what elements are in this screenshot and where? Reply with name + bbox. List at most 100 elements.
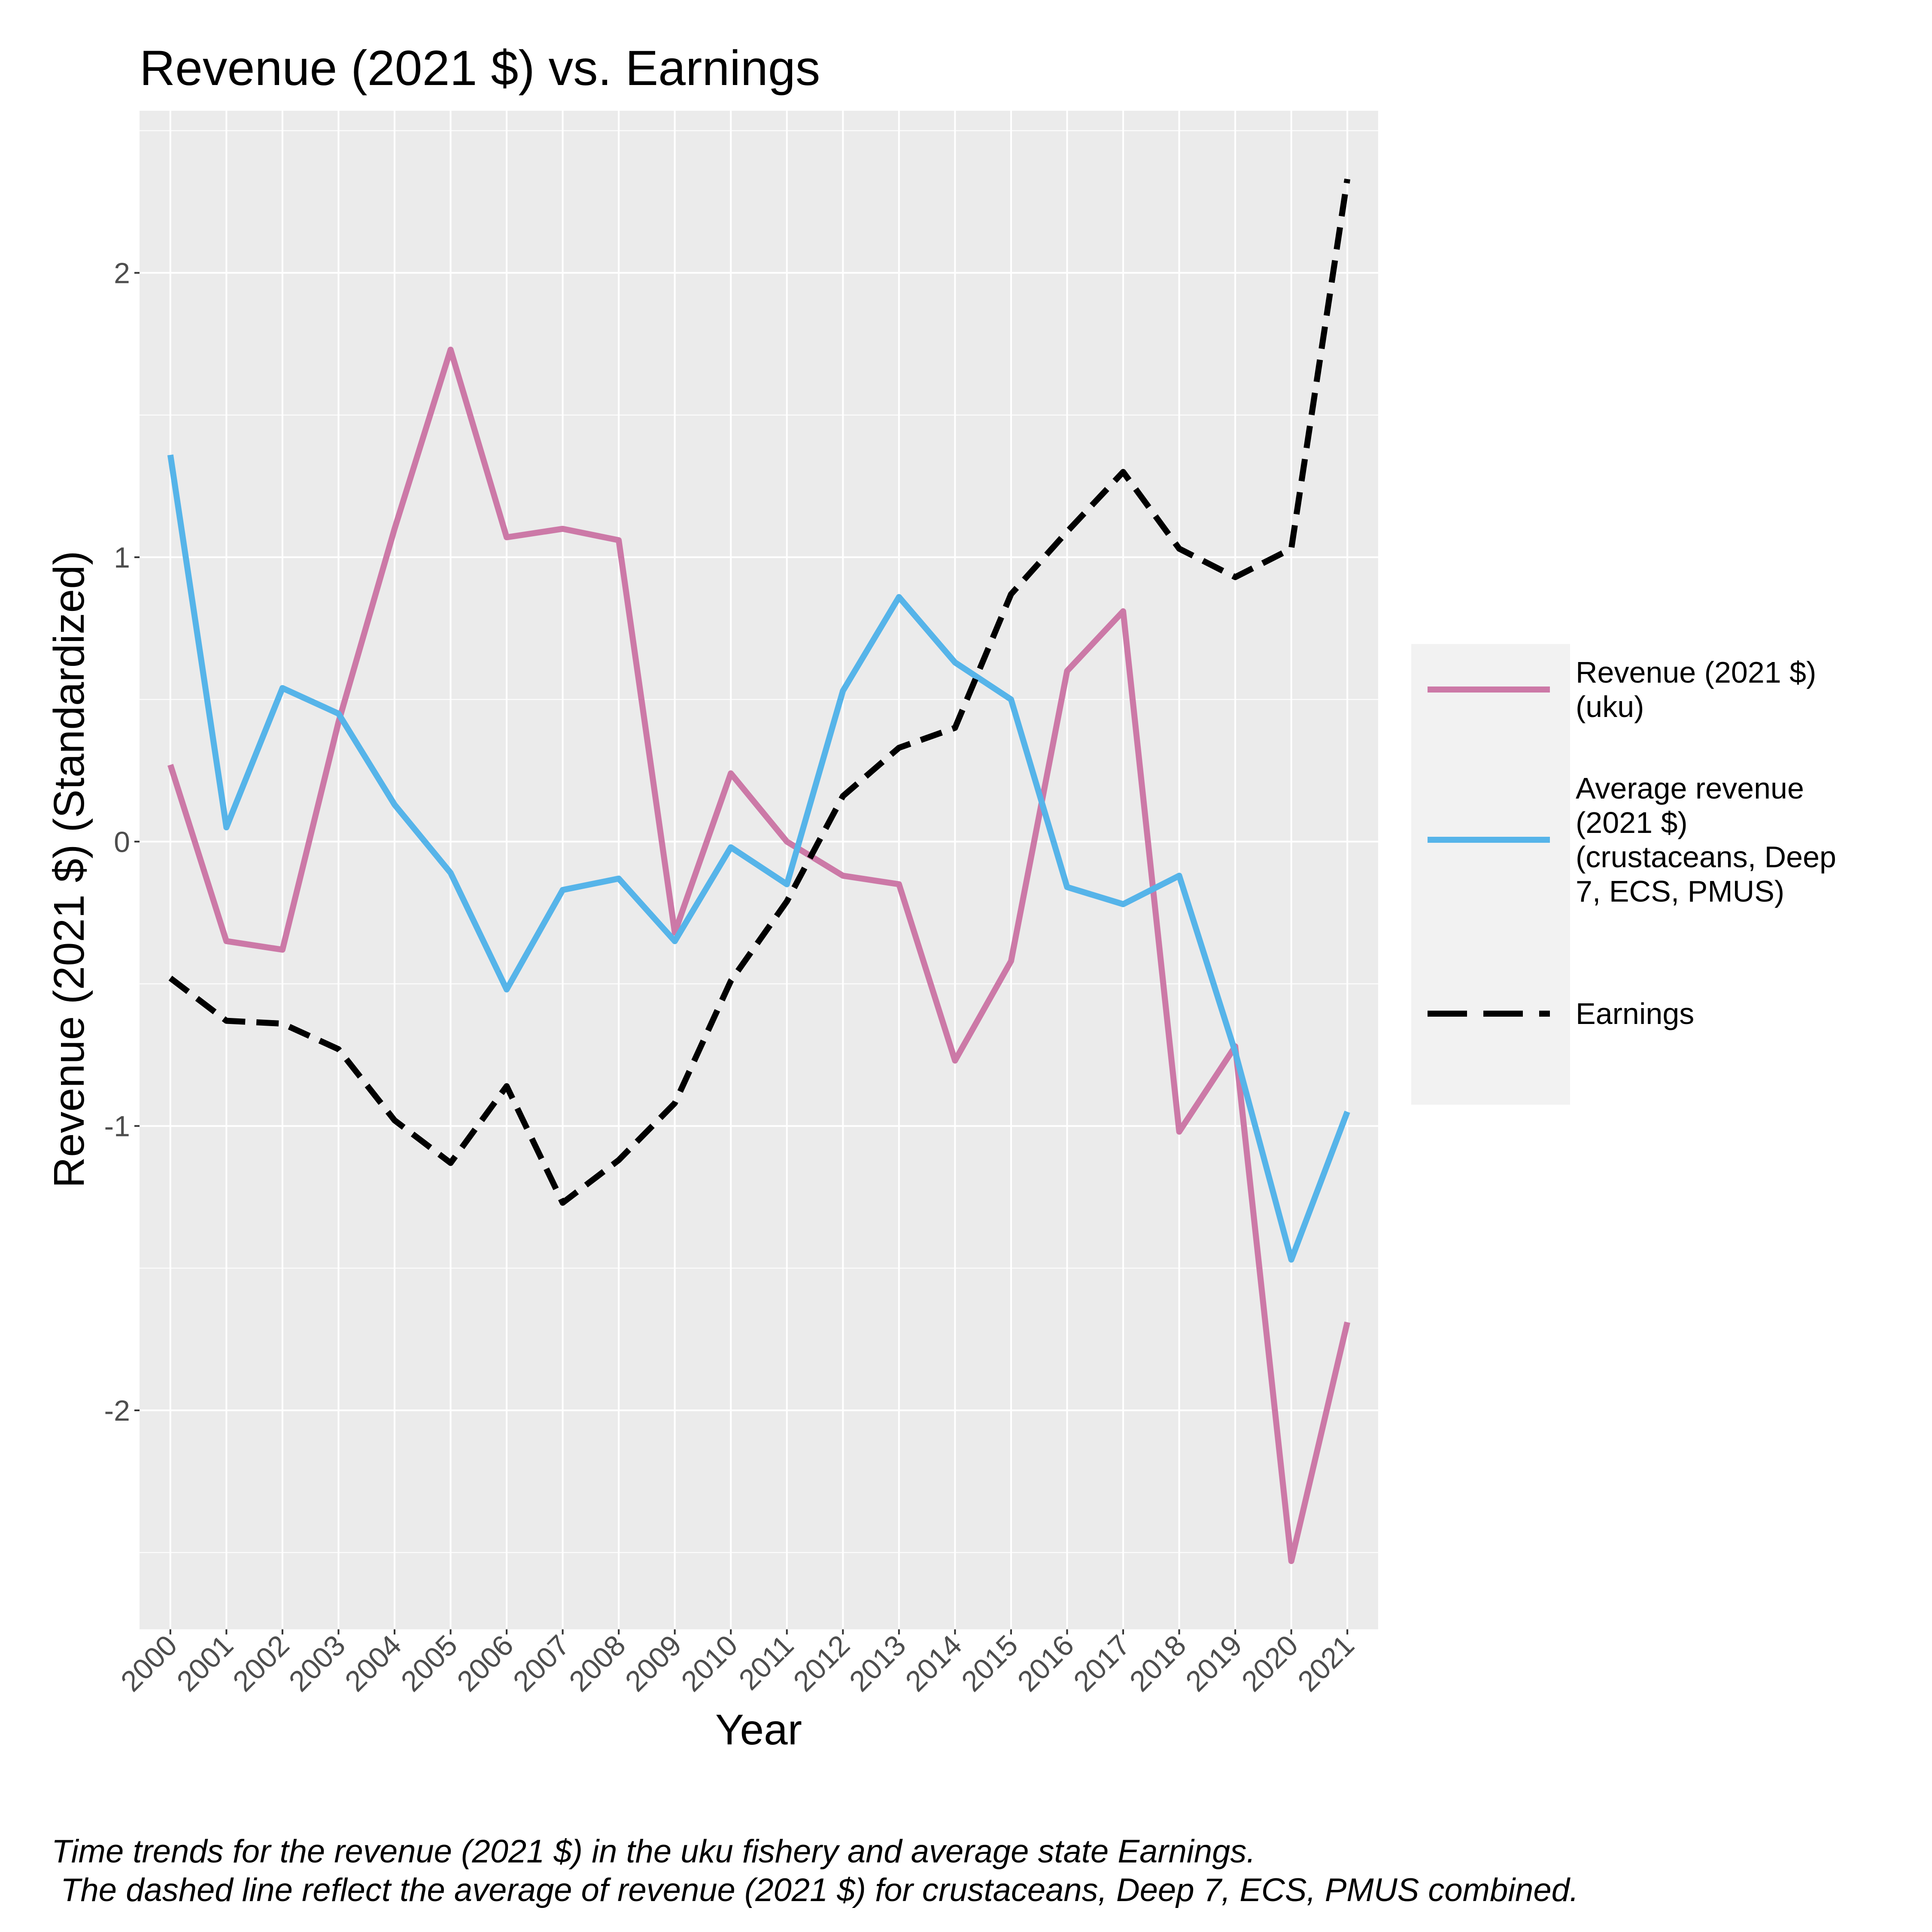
data-point <box>784 881 790 887</box>
data-point <box>167 452 173 458</box>
data-point <box>672 1100 678 1106</box>
data-point <box>952 725 958 731</box>
series-line-1 <box>167 346 1351 1564</box>
x-axis-title: Year <box>715 1706 802 1754</box>
x-tick-label: 2006 <box>451 1629 520 1698</box>
data-point <box>392 802 398 808</box>
data-point <box>784 838 790 844</box>
x-tick-label: 2016 <box>1011 1629 1080 1698</box>
data-point <box>1064 884 1070 890</box>
data-point <box>1344 176 1350 182</box>
data-point <box>448 870 454 876</box>
x-tick-label: 2001 <box>170 1629 240 1698</box>
data-point <box>1120 901 1126 907</box>
data-point <box>952 1057 958 1063</box>
x-tick-label: 2021 <box>1291 1629 1361 1698</box>
series-line-3 <box>168 178 1351 1206</box>
data-point <box>1344 1109 1350 1115</box>
y-axis-title: Revenue (2021 $) (Standardized) <box>45 551 93 1188</box>
caption-line-2: The dashed line reflect the average of r… <box>52 1872 1579 1908</box>
data-point <box>1176 1129 1182 1135</box>
x-tick-label: 2017 <box>1067 1629 1136 1698</box>
data-point <box>504 987 510 993</box>
data-point <box>223 938 229 944</box>
data-point <box>896 881 902 887</box>
data-point <box>560 526 566 532</box>
data-point <box>1288 1558 1294 1564</box>
data-point <box>1008 696 1014 702</box>
legend: Revenue (2021 $)(uku) Average revenue(202… <box>1428 656 1836 1030</box>
data-point <box>1008 591 1014 597</box>
x-tick-label: 2000 <box>115 1629 184 1698</box>
data-point <box>448 1160 454 1166</box>
x-tick-label: 2010 <box>675 1629 744 1698</box>
x-tick-label: 2003 <box>283 1629 352 1698</box>
data-point <box>1232 1049 1238 1055</box>
data-point <box>167 975 173 981</box>
data-point <box>896 594 902 600</box>
x-axis: 2000200120022003200420052006200720082009… <box>115 1629 1361 1698</box>
data-point <box>392 1117 398 1123</box>
series-line-2 <box>167 454 1350 1263</box>
y-axis: -2 -1 0 1 2 <box>104 257 140 1427</box>
legend-label: Average revenue <box>1576 772 1804 805</box>
data-point <box>1120 469 1126 475</box>
legend-box <box>1411 644 1570 1105</box>
data-point <box>1008 958 1014 964</box>
plot-panel <box>140 111 1378 1629</box>
data-point <box>335 1046 341 1052</box>
data-point <box>1176 546 1182 552</box>
x-tick-label: 2008 <box>563 1629 632 1698</box>
x-tick-label: 2013 <box>843 1629 912 1698</box>
x-tick-label: 2005 <box>395 1629 464 1698</box>
data-point <box>616 1157 622 1163</box>
data-point <box>392 526 398 532</box>
data-point <box>840 688 846 694</box>
legend-label: (2021 $) <box>1576 806 1688 839</box>
data-point <box>1176 873 1182 879</box>
data-point <box>728 978 734 984</box>
data-point <box>504 1083 510 1089</box>
x-tick-label: 2004 <box>339 1629 408 1698</box>
y-tick-label: 1 <box>114 541 130 574</box>
caption-line-1: Time trends for the revenue (2021 $) in … <box>52 1833 1255 1870</box>
data-point <box>223 1018 229 1024</box>
x-tick-label: 2011 <box>732 1629 800 1696</box>
data-point <box>1344 1319 1350 1325</box>
data-point <box>896 745 902 751</box>
legend-label: 7, ECS, PMUS) <box>1576 875 1784 908</box>
x-tick-label: 2014 <box>899 1629 968 1698</box>
legend-label: (uku) <box>1576 690 1644 723</box>
data-point <box>1288 546 1294 552</box>
data-point <box>672 938 678 944</box>
data-point <box>1064 529 1070 535</box>
x-tick-label: 2002 <box>227 1629 296 1698</box>
chart-title: Revenue (2021 $) vs. Earnings <box>140 41 820 96</box>
x-tick-label: 2012 <box>787 1629 856 1698</box>
x-tick-label: 2007 <box>507 1629 576 1698</box>
data-point <box>728 844 734 851</box>
data-point <box>335 711 341 717</box>
data-point <box>1232 574 1238 580</box>
legend-label: (crustaceans, Deep <box>1576 840 1836 874</box>
data-point <box>840 873 846 879</box>
x-tick-label: 2009 <box>619 1629 688 1698</box>
y-tick-label: -1 <box>104 1110 130 1143</box>
data-point <box>616 537 622 543</box>
x-tick-label: 2018 <box>1123 1629 1192 1698</box>
data-point <box>1120 608 1126 614</box>
y-tick-label: -2 <box>104 1394 130 1427</box>
data-point <box>616 875 622 881</box>
x-tick-label: 2020 <box>1236 1629 1305 1698</box>
legend-label: Earnings <box>1576 997 1694 1030</box>
data-point <box>223 824 229 830</box>
data-point <box>279 947 286 953</box>
x-tick-label: 2015 <box>955 1629 1024 1698</box>
data-point <box>1288 1257 1294 1263</box>
data-point <box>952 659 958 665</box>
data-point <box>167 762 173 768</box>
legend-label: Revenue (2021 $) <box>1576 656 1816 689</box>
data-point <box>279 685 286 691</box>
data-point <box>784 898 790 904</box>
